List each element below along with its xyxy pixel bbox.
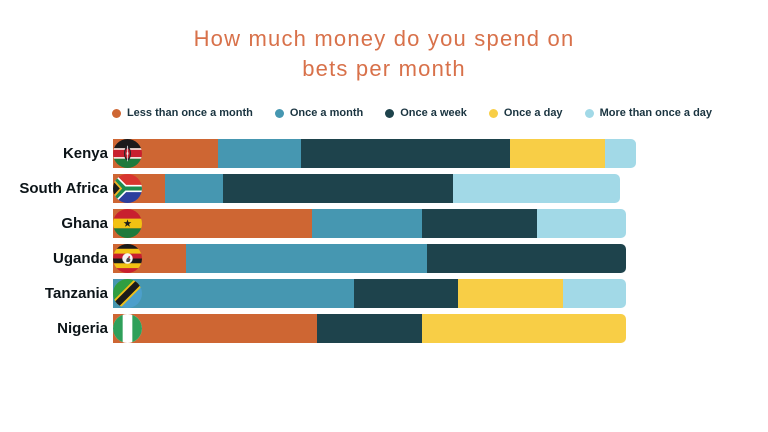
bar-segment-once-a-week [222,174,453,203]
bar-row-uganda: Uganda [0,244,636,273]
bar-segment-more-than-once-a-day [536,209,626,238]
chart-legend: Less than once a month Once a month Once a… [28,107,768,119]
chart-title: How much money do you spend on bets per … [0,24,768,84]
bar-track [113,314,636,343]
south-africa-flag-icon [113,174,142,203]
legend-label: Once a day [503,107,563,119]
bar-segment-once-a-day [510,139,605,168]
chart-area: Kenya South Africa Ghana Uganda Tanzania… [0,139,636,349]
bar-segment-more-than-once-a-day [562,279,626,308]
bar-segment-once-a-day [458,279,563,308]
bar-segment-once-a-week [353,279,459,308]
bar-segment-once-a-month [165,174,223,203]
ghana-flag-icon [113,209,142,238]
country-label: South Africa [19,180,108,197]
bar-track [113,279,636,308]
bar-segment-once-a-month [113,279,354,308]
legend-label: Once a week [400,107,467,119]
bar-segment-once-a-week [421,209,537,238]
bar-segment-once-a-month [217,139,302,168]
legend-item-once-a-month: Once a month [274,107,364,119]
country-label: Tanzania [44,285,108,302]
bar-track [113,209,636,238]
nigeria-flag-icon [113,314,142,343]
uganda-flag-icon [113,244,142,273]
legend-label: More than once a day [599,107,713,119]
country-label: Ghana [61,215,108,232]
bar-track [113,139,636,168]
bar-segment-once-a-week [301,139,511,168]
bar-segment-once-a-week [316,314,422,343]
bar-track [113,174,636,203]
bar-track [113,244,636,273]
legend-dot-once-a-week [385,108,395,118]
bar-row-tanzania: Tanzania [0,279,636,308]
bar-segment-less-than-once-a-month [113,314,317,343]
legend-dot-less-than-once-a-month [111,108,121,118]
legend-dot-once-a-month [274,108,284,118]
country-label: Uganda [52,250,108,267]
legend-item-once-a-week: Once a week [385,107,467,119]
legend-label: Once a month [289,107,364,119]
bar-segment-more-than-once-a-day [604,139,636,168]
bar-segment-once-a-day [421,314,626,343]
legend-dot-once-a-day [488,108,498,118]
bar-row-ghana: Ghana [0,209,636,238]
bar-segment-once-a-month [311,209,422,238]
chart-title-line2: bets per month [302,56,466,81]
tanzania-flag-icon [113,279,142,308]
kenya-flag-icon [113,139,142,168]
chart-title-line1: How much money do you spend on [193,26,575,51]
bar-row-kenya: Kenya [0,139,636,168]
legend-dot-more-than-once-a-day [584,108,594,118]
bar-segment-once-a-month [186,244,427,273]
bar-segment-once-a-week [426,244,626,273]
legend-label: Less than once a month [126,107,253,119]
country-label: Kenya [62,145,108,162]
bar-row-nigeria: Nigeria [0,314,636,343]
country-label: Nigeria [57,320,108,337]
bar-row-south-africa: South Africa [0,174,636,203]
bar-segment-more-than-once-a-day [452,174,621,203]
bar-segment-less-than-once-a-month [113,209,312,238]
legend-item-once-a-day: Once a day [488,107,563,119]
legend-item-more-than-once-a-day: More than once a day [584,107,713,119]
legend-item-less-than-once-a-month: Less than once a month [111,107,253,119]
